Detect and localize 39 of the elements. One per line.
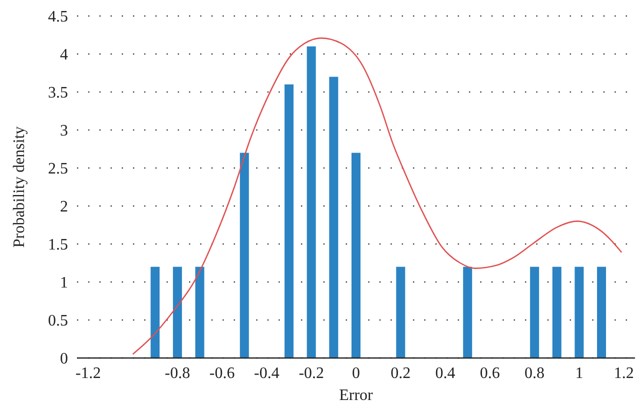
bar: [306, 46, 316, 358]
y-tick-label: 3: [60, 122, 68, 140]
y-tick-label: 0: [60, 350, 68, 368]
y-tick-label: 3.5: [48, 84, 68, 102]
y-axis-title: Probability density: [11, 126, 28, 248]
x-tick-label: -0.4: [254, 365, 280, 382]
bar: [463, 266, 472, 358]
x-tick-label: -0.8: [164, 365, 190, 382]
bar: [530, 266, 540, 358]
y-tick-label: 2: [60, 198, 68, 216]
x-tick-label: -1.2: [75, 365, 101, 382]
line-series: [132, 37, 622, 355]
y-tick-label: 2.5: [48, 160, 68, 178]
bar: [574, 266, 584, 358]
x-tick-label: 1: [575, 365, 584, 382]
y-tick-label: 1: [60, 274, 68, 292]
bar: [552, 266, 562, 358]
x-tick-label: -0.2: [298, 365, 324, 382]
y-tick-label: 4.5: [48, 8, 68, 26]
x-tick-label: 0: [352, 365, 360, 382]
x-tick-label: -0.6: [209, 365, 235, 382]
x-tick-label: 0.4: [435, 365, 456, 382]
bar: [195, 266, 204, 358]
bar: [240, 152, 249, 358]
bar: [172, 266, 182, 358]
bar: [597, 266, 606, 358]
bar: [284, 84, 294, 358]
bar: [150, 266, 160, 358]
bar: [329, 76, 338, 358]
x-tick-label: 1.2: [614, 365, 634, 382]
y-tick-label: 1.5: [48, 236, 68, 254]
x-tick-label: 0.6: [480, 365, 500, 382]
x-axis-title: Error: [339, 387, 374, 404]
bar: [396, 266, 406, 358]
y-tick-label: 0.5: [48, 312, 68, 330]
bar: [352, 152, 360, 358]
x-tick-label: 0.8: [524, 365, 545, 382]
y-tick-label: 4: [60, 46, 68, 64]
x-tick-label: 0.2: [390, 365, 411, 382]
